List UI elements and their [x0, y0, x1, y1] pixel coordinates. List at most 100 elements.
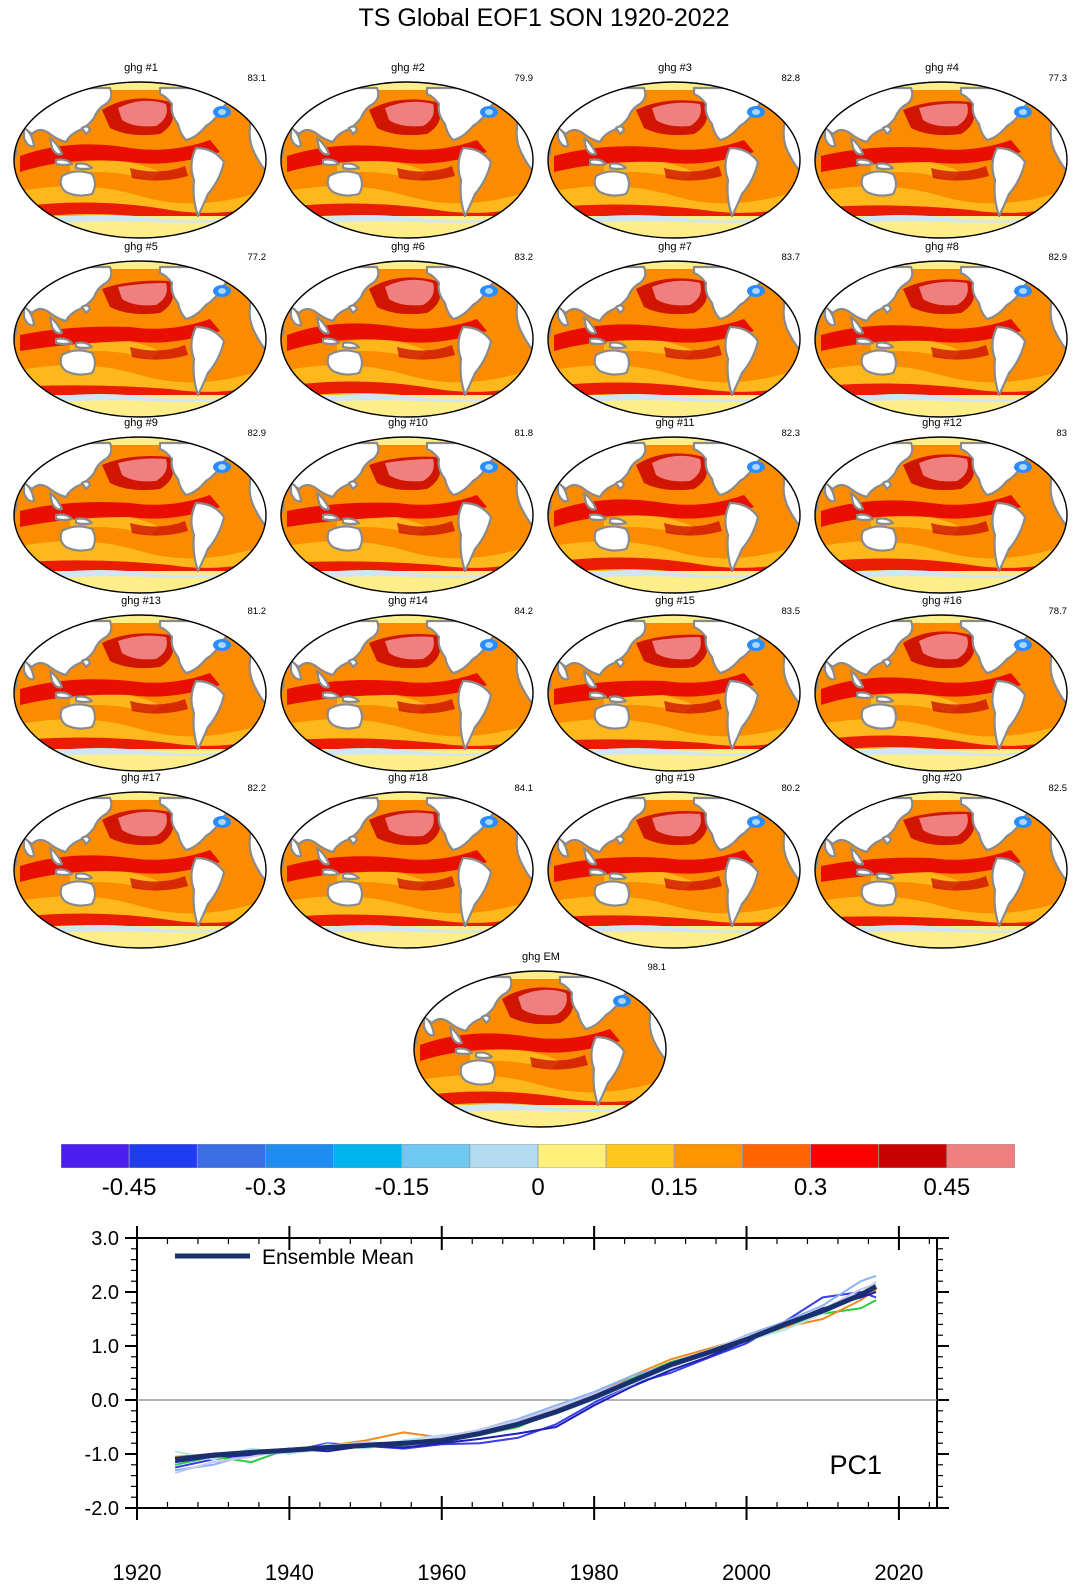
arctic-band	[14, 792, 266, 800]
x-tick-label: 1940	[265, 1560, 314, 1585]
south-america	[724, 325, 760, 397]
panel-label: ghg #16	[922, 595, 962, 607]
south-america	[590, 1035, 626, 1107]
arctic-band	[548, 261, 800, 269]
colorbar-tick-label: -0.3	[244, 1174, 287, 1201]
arctic-band	[815, 82, 1067, 90]
south-america	[991, 325, 1027, 397]
australia	[459, 1059, 497, 1086]
australia	[860, 349, 898, 376]
australia	[593, 703, 631, 730]
south-america	[991, 146, 1027, 218]
south-america	[724, 679, 760, 751]
colorbar-tick-label: 0.15	[650, 1174, 698, 1201]
arctic-band	[815, 261, 1067, 269]
map-panel: ghg #8 82.9	[811, 241, 1073, 423]
map-panel: ghg #14 84.2	[277, 595, 539, 777]
map-outline	[280, 260, 534, 418]
series-line-ensemble-mean	[174, 1284, 878, 1462]
map-outline	[280, 436, 534, 594]
colorbar-tick-label: -0.15	[374, 1174, 430, 1201]
panel-label: ghg #5	[124, 241, 158, 253]
y-tick-label: -1.0	[85, 1444, 119, 1466]
map-panel: ghg #3 82.8	[544, 62, 806, 244]
world-map	[814, 791, 1068, 949]
arctic-band	[548, 792, 800, 800]
world-map	[13, 791, 267, 949]
panel-variance-pct: 77.3	[1048, 73, 1068, 84]
y-tick-label: 1.0	[91, 1336, 119, 1358]
arctic-band	[414, 971, 666, 979]
world-map	[280, 436, 534, 594]
colorbar-segment	[946, 1144, 1015, 1168]
australia	[326, 349, 364, 376]
map-outline	[280, 614, 534, 772]
panel-variance-pct: 79.9	[514, 73, 534, 84]
map-panel: ghg #11 82.3	[544, 417, 806, 599]
panel-label: ghg #11	[655, 417, 695, 429]
australia	[326, 880, 364, 907]
panel-variance-pct: 83.7	[781, 252, 801, 263]
arctic-band	[548, 82, 800, 90]
colorbar-segment	[537, 1144, 607, 1168]
panel-variance-pct: 82.9	[1048, 252, 1068, 263]
south-america	[724, 146, 760, 218]
south-america	[457, 146, 493, 218]
map-panel: ghg #12 83	[811, 417, 1073, 599]
y-tick-label: 0.0	[91, 1390, 119, 1412]
map-outline	[13, 260, 267, 418]
map-outline	[547, 260, 801, 418]
map-panel: ghg #13 81.2	[10, 595, 272, 777]
arctic-band	[14, 437, 266, 445]
map-outline	[547, 81, 801, 239]
australia	[860, 880, 898, 907]
australia	[860, 703, 898, 730]
world-map	[280, 614, 534, 772]
panel-variance-pct: 81.8	[514, 428, 534, 439]
australia	[59, 880, 97, 907]
world-map	[280, 791, 534, 949]
colorbar-segment	[605, 1144, 675, 1168]
world-map	[13, 260, 267, 418]
map-outline	[547, 791, 801, 949]
map-panel: ghg #4 77.3	[811, 62, 1073, 244]
map-outline	[814, 436, 1068, 594]
pc1-timeseries-chart: 1920 1940 1960 1980 2000 2020 -2.0 -1.0 0.0 1.0 2.…	[85, 1226, 949, 1585]
panel-variance-pct: 83	[1056, 428, 1067, 439]
south-america	[457, 856, 493, 928]
map-panel: ghg #7 83.7	[544, 241, 806, 423]
colorbar-segment	[401, 1144, 471, 1168]
colorbar-segment	[196, 1144, 266, 1168]
map-outline	[13, 614, 267, 772]
panel-label: ghg #3	[658, 62, 692, 74]
map-panel: ghg #15 83.5	[544, 595, 806, 777]
world-map	[547, 81, 801, 239]
world-map	[13, 614, 267, 772]
panel-label: ghg #4	[925, 62, 959, 74]
panel-variance-pct: 83.1	[247, 73, 267, 84]
map-outline	[413, 970, 667, 1128]
arctic-band	[281, 792, 533, 800]
map-outline	[13, 791, 267, 949]
panel-label: ghg #13	[121, 595, 161, 607]
world-map	[13, 436, 267, 594]
map-panel: ghg #5 77.2	[10, 241, 272, 423]
world-map	[814, 436, 1068, 594]
map-panel: ghg #18 84.1	[277, 772, 539, 954]
south-america	[190, 501, 226, 573]
x-tick-label: 1920	[113, 1560, 162, 1585]
legend-label: Ensemble Mean	[262, 1246, 414, 1269]
map-outline	[280, 81, 534, 239]
panel-label: ghg #20	[922, 772, 962, 784]
pc1-annotation: PC1	[829, 1450, 882, 1480]
panel-label: ghg #6	[391, 241, 425, 253]
australia	[860, 525, 898, 552]
arctic-band	[14, 82, 266, 90]
arctic-band	[281, 261, 533, 269]
south-america	[190, 325, 226, 397]
arctic-band	[548, 437, 800, 445]
map-outline	[814, 260, 1068, 418]
map-panel: ghg #19 80.2	[544, 772, 806, 954]
panel-label: ghg #12	[922, 417, 962, 429]
chart-title: TS Global EOF1 SON 1920-2022	[358, 4, 730, 32]
